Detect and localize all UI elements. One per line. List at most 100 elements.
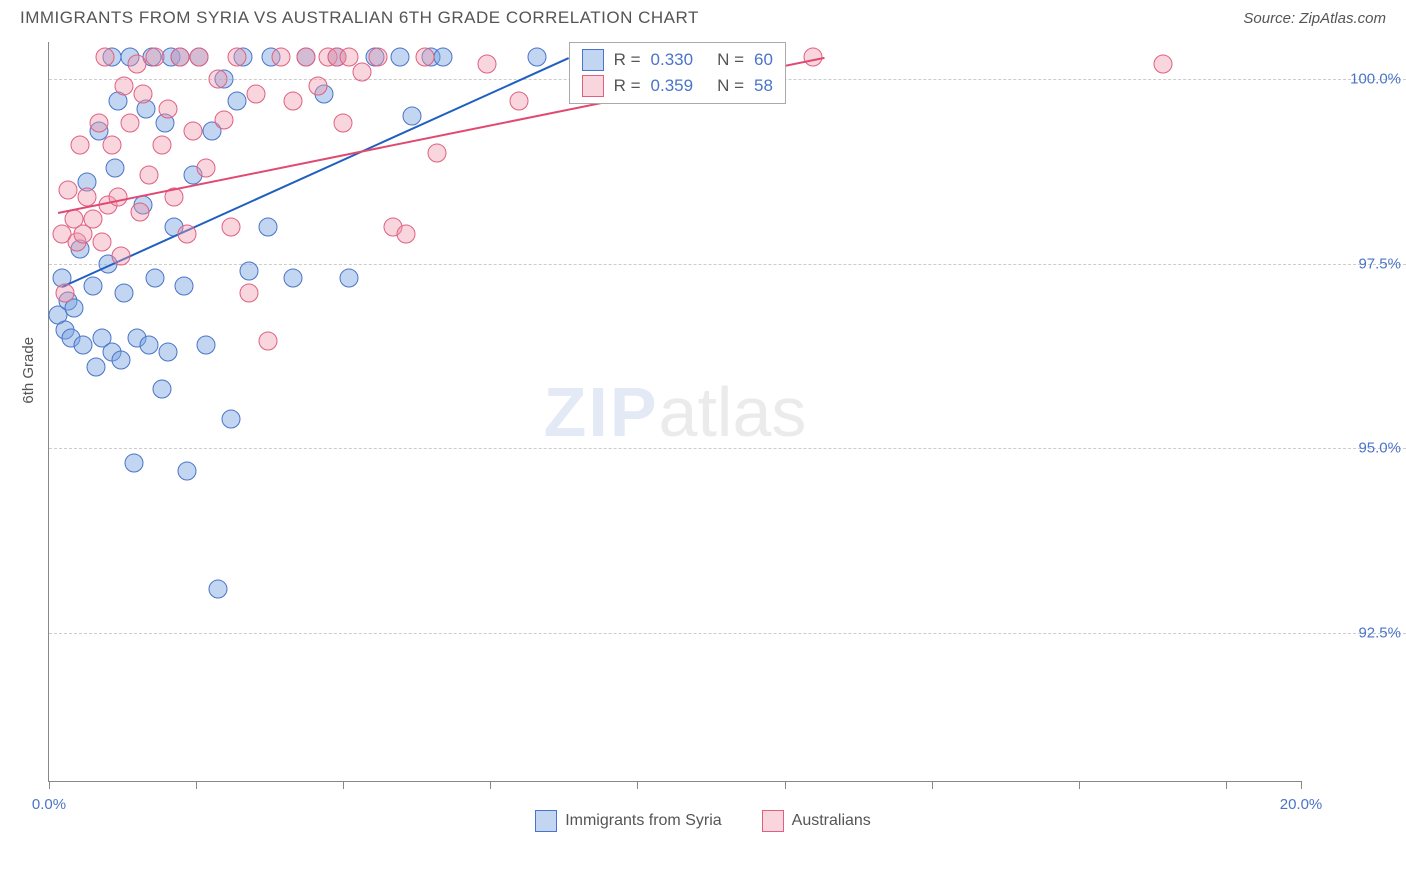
- source-link[interactable]: ZipAtlas.com: [1299, 10, 1386, 27]
- data-point: [96, 47, 115, 66]
- data-point: [83, 210, 102, 229]
- data-point: [74, 335, 93, 354]
- x-tick: [490, 781, 491, 789]
- data-point: [121, 114, 140, 133]
- data-point: [83, 276, 102, 295]
- legend-item-australians: Australians: [762, 810, 871, 832]
- gridline: [49, 633, 1406, 634]
- data-point: [368, 47, 387, 66]
- data-point: [227, 92, 246, 111]
- data-point: [271, 47, 290, 66]
- stat-r-value: 0.330: [651, 50, 694, 70]
- data-point: [111, 247, 130, 266]
- data-point: [86, 358, 105, 377]
- data-point: [177, 225, 196, 244]
- data-point: [259, 332, 278, 351]
- legend-label-syria: Immigrants from Syria: [565, 812, 721, 830]
- legend-label-australians: Australians: [792, 812, 871, 830]
- legend-item-syria: Immigrants from Syria: [535, 810, 721, 832]
- data-point: [115, 77, 134, 96]
- data-point: [428, 143, 447, 162]
- x-tick: [637, 781, 638, 789]
- legend-swatch-syria: [535, 810, 557, 832]
- data-point: [215, 110, 234, 129]
- watermark-atlas: atlas: [659, 373, 807, 451]
- data-point: [102, 136, 121, 155]
- plot-area: ZIPatlas 92.5%95.0%97.5%100.0%0.0%20.0%R…: [48, 42, 1301, 782]
- data-point: [124, 454, 143, 473]
- stat-row: R = 0.359N = 58: [582, 75, 773, 97]
- x-tick: [932, 781, 933, 789]
- data-point: [284, 269, 303, 288]
- data-point: [177, 461, 196, 480]
- data-point: [183, 121, 202, 140]
- data-point: [127, 55, 146, 74]
- legend: Immigrants from Syria Australians: [0, 810, 1406, 832]
- data-point: [227, 47, 246, 66]
- x-tick: [196, 781, 197, 789]
- stat-swatch: [582, 75, 604, 97]
- x-tick: [1226, 781, 1227, 789]
- legend-swatch-australians: [762, 810, 784, 832]
- source-label: Source:: [1243, 10, 1299, 27]
- chart-title: IMMIGRANTS FROM SYRIA VS AUSTRALIAN 6TH …: [20, 8, 699, 28]
- data-point: [130, 202, 149, 221]
- data-point: [240, 262, 259, 281]
- stat-swatch: [582, 49, 604, 71]
- data-point: [140, 166, 159, 185]
- data-point: [296, 47, 315, 66]
- data-point: [146, 269, 165, 288]
- x-tick: [1301, 781, 1302, 789]
- data-point: [221, 409, 240, 428]
- data-point: [111, 350, 130, 369]
- source-attribution: Source: ZipAtlas.com: [1243, 10, 1386, 27]
- data-point: [246, 84, 265, 103]
- x-tick: [1079, 781, 1080, 789]
- data-point: [58, 180, 77, 199]
- data-point: [240, 284, 259, 303]
- data-point: [209, 69, 228, 88]
- stat-r-value: 0.359: [651, 76, 694, 96]
- x-tick: [49, 781, 50, 789]
- data-point: [158, 99, 177, 118]
- data-point: [71, 136, 90, 155]
- data-point: [284, 92, 303, 111]
- data-point: [528, 47, 547, 66]
- y-tick-label: 92.5%: [1311, 625, 1401, 642]
- stat-r-label: R =: [614, 50, 641, 70]
- data-point: [221, 217, 240, 236]
- data-point: [478, 55, 497, 74]
- data-point: [152, 136, 171, 155]
- chart-container: 6th Grade ZIPatlas 92.5%95.0%97.5%100.0%…: [0, 32, 1406, 842]
- data-point: [105, 158, 124, 177]
- stat-n-value: 60: [754, 50, 773, 70]
- data-point: [434, 47, 453, 66]
- data-point: [190, 47, 209, 66]
- data-point: [396, 225, 415, 244]
- data-point: [390, 47, 409, 66]
- data-point: [140, 335, 159, 354]
- data-point: [309, 77, 328, 96]
- stat-row: R = 0.330 N = 60: [582, 49, 773, 71]
- data-point: [158, 343, 177, 362]
- data-point: [415, 47, 434, 66]
- data-point: [334, 114, 353, 133]
- watermark: ZIPatlas: [544, 372, 807, 452]
- stat-n-label: N =: [717, 76, 744, 96]
- stat-r-label: R =: [614, 76, 641, 96]
- data-point: [353, 62, 372, 81]
- data-point: [174, 276, 193, 295]
- correlation-stats-box: R = 0.330N = 60R = 0.359N = 58: [569, 42, 786, 104]
- y-tick-label: 95.0%: [1311, 440, 1401, 457]
- stat-n-label: N =: [717, 50, 744, 70]
- data-point: [196, 335, 215, 354]
- y-tick-label: 100.0%: [1311, 70, 1401, 87]
- data-point: [1154, 55, 1173, 74]
- x-tick: [785, 781, 786, 789]
- y-tick-label: 97.5%: [1311, 255, 1401, 272]
- data-point: [146, 47, 165, 66]
- y-axis-label: 6th Grade: [20, 337, 37, 404]
- data-point: [196, 158, 215, 177]
- data-point: [171, 47, 190, 66]
- data-point: [90, 114, 109, 133]
